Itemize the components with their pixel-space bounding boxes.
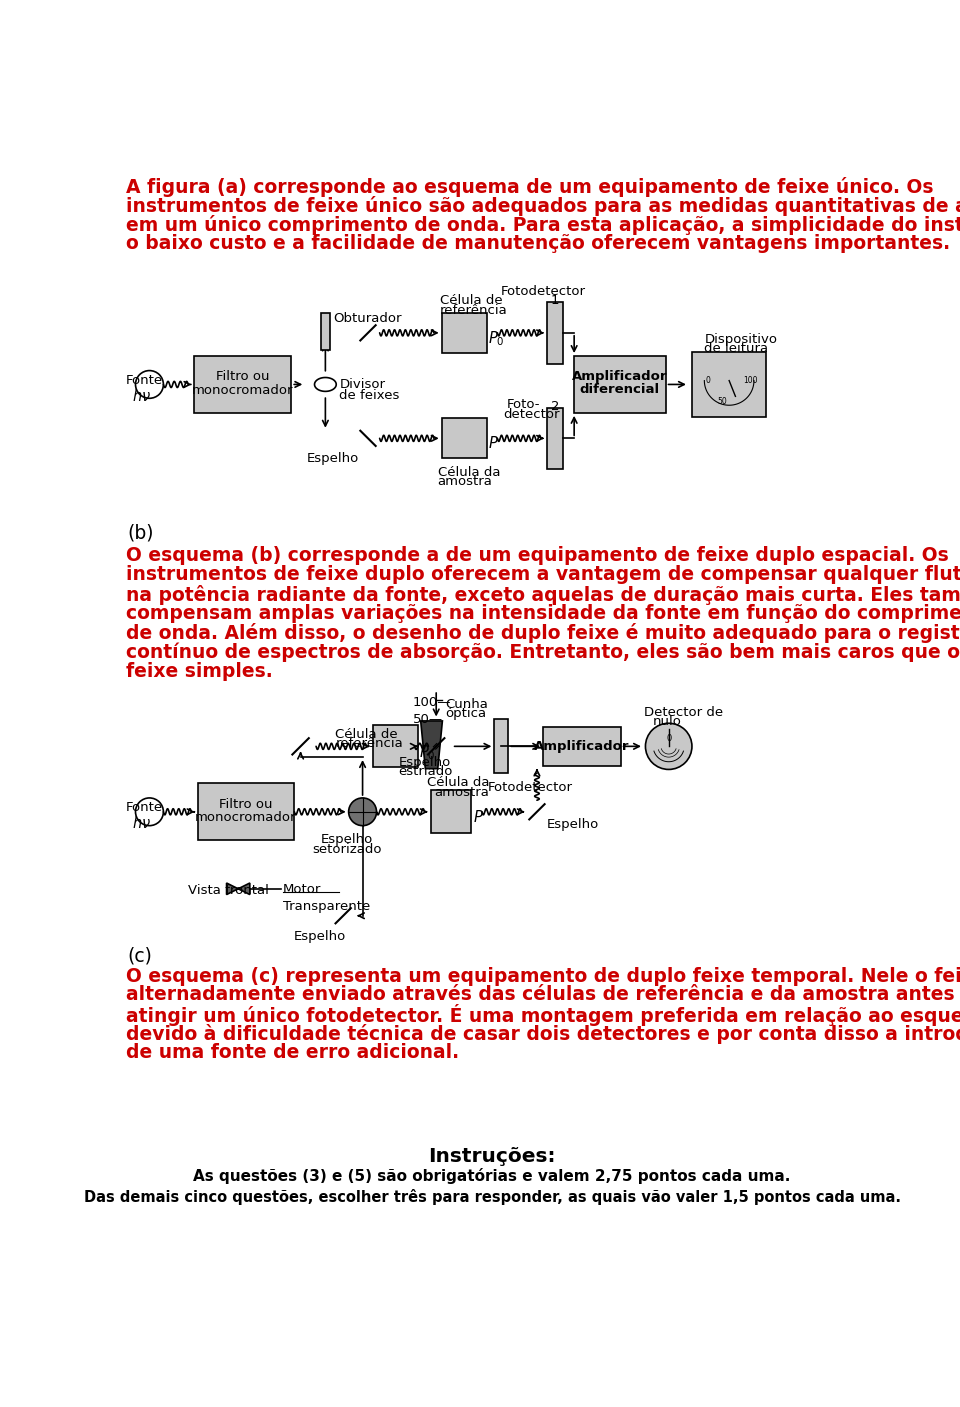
Text: de feixes: de feixes <box>339 390 399 402</box>
Text: 50: 50 <box>717 397 728 405</box>
Text: monocromador: monocromador <box>192 384 294 397</box>
Polygon shape <box>315 377 336 391</box>
Text: Célula da: Célula da <box>438 466 500 478</box>
Text: óptica: óptica <box>445 708 487 720</box>
Text: Obturador: Obturador <box>333 312 401 325</box>
Circle shape <box>348 798 376 826</box>
Text: Filtro ou: Filtro ou <box>219 798 273 810</box>
Bar <box>543 727 621 765</box>
Text: Fonte: Fonte <box>126 374 163 387</box>
Text: amostra: amostra <box>434 785 489 799</box>
Text: $P$: $P$ <box>472 809 484 825</box>
Text: Célula de: Célula de <box>335 727 398 741</box>
Text: atingir um único fotodetector. É uma montagem preferida em relação ao esquema (b: atingir um único fotodetector. É uma mon… <box>126 1005 960 1026</box>
Text: As questões (3) e (5) são obrigatórias e valem 2,75 pontos cada uma.: As questões (3) e (5) são obrigatórias e… <box>193 1168 791 1185</box>
Text: Célula da: Célula da <box>427 777 490 789</box>
Text: Espelho: Espelho <box>399 756 451 768</box>
Text: Cunha: Cunha <box>445 698 489 711</box>
Text: Espelho: Espelho <box>294 930 346 943</box>
Bar <box>574 356 665 412</box>
Text: Espelho: Espelho <box>546 817 598 832</box>
Text: diferencial: diferencial <box>580 383 660 395</box>
Text: estriado: estriado <box>398 765 452 778</box>
Text: (b): (b) <box>128 523 155 542</box>
Text: de uma fonte de erro adicional.: de uma fonte de erro adicional. <box>126 1043 459 1062</box>
Text: $h\nu$: $h\nu$ <box>132 815 152 832</box>
Text: Fonte: Fonte <box>126 801 163 815</box>
Text: de onda. Além disso, o desenho de duplo feixe é muito adequado para o registro: de onda. Além disso, o desenho de duplo … <box>126 623 960 643</box>
Circle shape <box>135 798 163 826</box>
Bar <box>372 725 418 767</box>
Bar <box>692 352 766 416</box>
Text: o baixo custo e a facilidade de manutenção oferecem vantagens importantes.: o baixo custo e a facilidade de manutenç… <box>126 235 950 253</box>
Text: devido à dificuldade técnica de casar dois detectores e por conta disso a introd: devido à dificuldade técnica de casar do… <box>126 1023 960 1044</box>
Bar <box>431 791 471 833</box>
Text: A figura (a) corresponde ao esquema de um equipamento de feixe único. Os: A figura (a) corresponde ao esquema de u… <box>126 176 934 197</box>
Text: Foto-: Foto- <box>507 398 540 411</box>
Bar <box>547 408 563 469</box>
Text: Transparente: Transparente <box>283 899 371 913</box>
Text: feixe simples.: feixe simples. <box>126 661 273 681</box>
Text: 1: 1 <box>550 294 559 307</box>
Text: Detector de: Detector de <box>644 705 723 719</box>
Text: Divisor: Divisor <box>339 378 385 391</box>
Text: 0: 0 <box>705 376 709 386</box>
Circle shape <box>645 723 692 770</box>
Text: na potência radiante da fonte, exceto aquelas de duração mais curta. Eles também: na potência radiante da fonte, exceto aq… <box>126 585 960 605</box>
Bar <box>194 356 291 412</box>
Text: instrumentos de feixe único são adequados para as medidas quantitativas de absor: instrumentos de feixe único são adequado… <box>126 196 960 215</box>
Text: alternadamente enviado através das células de referência e da amostra antes de: alternadamente enviado através das célul… <box>126 985 960 1005</box>
Circle shape <box>135 370 163 398</box>
Text: setorizado: setorizado <box>312 843 382 855</box>
Text: $P_0$: $P_0$ <box>488 329 505 349</box>
Text: $P$: $P$ <box>488 435 499 452</box>
Text: $P_0$: $P_0$ <box>420 744 436 763</box>
Text: nulo: nulo <box>653 715 682 727</box>
Text: Dispositivo: Dispositivo <box>705 333 778 346</box>
Text: instrumentos de feixe duplo oferecem a vantagem de compensar qualquer flutuação: instrumentos de feixe duplo oferecem a v… <box>126 566 960 584</box>
Text: 0: 0 <box>666 734 671 743</box>
Text: 100—: 100— <box>413 696 451 709</box>
Bar <box>494 719 508 774</box>
Text: contínuo de espectros de absorção. Entretanto, eles são bem mais caros que os de: contínuo de espectros de absorção. Entre… <box>126 643 960 661</box>
Bar <box>442 418 487 459</box>
Text: 50—: 50— <box>413 713 444 726</box>
Text: monocromador: monocromador <box>195 812 297 825</box>
Text: em um único comprimento de onda. Para esta aplicação, a simplicidade do instrume: em um único comprimento de onda. Para es… <box>126 215 960 235</box>
Text: Instruções:: Instruções: <box>428 1147 556 1166</box>
Text: Amplificador: Amplificador <box>534 740 630 753</box>
Bar <box>198 784 295 840</box>
Text: Filtro ou: Filtro ou <box>216 370 270 383</box>
Text: detector: detector <box>504 408 560 421</box>
Text: O esquema (c) representa um equipamento de duplo feixe temporal. Nele o feixe é: O esquema (c) representa um equipamento … <box>126 965 960 986</box>
Polygon shape <box>420 720 443 768</box>
Bar <box>321 312 330 350</box>
Text: 100: 100 <box>744 376 758 386</box>
Text: Fotodetector: Fotodetector <box>488 781 573 794</box>
Text: Vista frontal: Vista frontal <box>188 884 269 896</box>
Text: O esquema (b) corresponde a de um equipamento de feixe duplo espacial. Os: O esquema (b) corresponde a de um equipa… <box>126 546 948 566</box>
Text: amostra: amostra <box>438 476 492 488</box>
Bar <box>547 303 563 363</box>
Text: referência: referência <box>440 304 508 317</box>
Text: de leitura: de leitura <box>705 342 768 355</box>
Text: 2: 2 <box>550 400 559 412</box>
Text: Célula de: Célula de <box>440 294 503 307</box>
Bar <box>442 312 487 353</box>
Text: Amplificador: Amplificador <box>572 370 667 383</box>
Text: $h\nu$: $h\nu$ <box>132 387 152 404</box>
Text: (c): (c) <box>128 947 153 965</box>
Text: Fotodetector: Fotodetector <box>500 286 586 298</box>
Text: compensam amplas variações na intensidade da fonte em função do comprimento: compensam amplas variações na intensidad… <box>126 604 960 623</box>
Polygon shape <box>227 884 250 895</box>
Text: Motor: Motor <box>283 882 322 896</box>
Text: Das demais cinco questões, escolher três para responder, as quais vão valer 1,5 : Das demais cinco questões, escolher três… <box>84 1189 900 1204</box>
Text: Espelho: Espelho <box>321 833 373 847</box>
Text: Espelho: Espelho <box>307 452 359 466</box>
Text: referência: referência <box>335 737 403 750</box>
